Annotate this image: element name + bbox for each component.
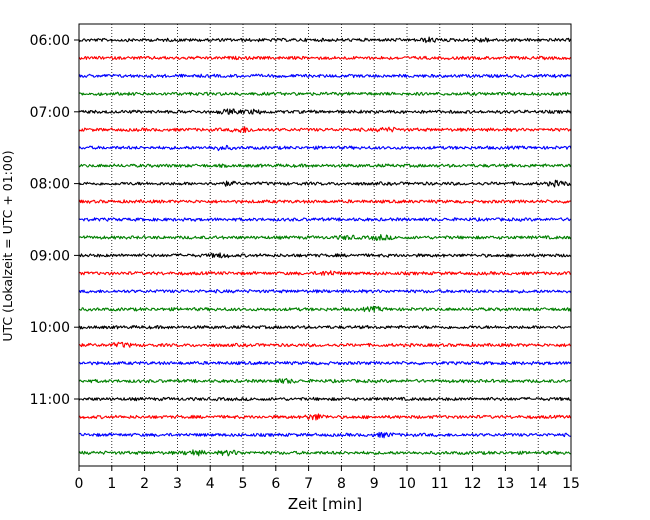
trace-row-4 <box>78 108 572 115</box>
trace-row-16 <box>78 324 572 330</box>
y-axis-label: UTC (Lokalzeit = UTC + 01:00) <box>0 150 15 341</box>
trace-row-18 <box>78 360 572 366</box>
x-tick-label-4: 4 <box>206 476 215 492</box>
x-tick-label-6: 6 <box>271 476 280 492</box>
trace-row-1 <box>78 55 572 61</box>
x-tick-label-1: 1 <box>107 476 116 492</box>
y-tick-label-0: 06:00 <box>30 33 70 49</box>
x-tick-label-15: 15 <box>562 476 580 492</box>
trace-row-14 <box>78 289 572 294</box>
trace-row-13 <box>78 270 572 276</box>
trace-row-6 <box>78 144 572 152</box>
trace-row-12 <box>78 252 572 259</box>
x-tick-label-11: 11 <box>431 476 449 492</box>
trace-row-9 <box>78 199 572 204</box>
y-tick-label-5: 11:00 <box>30 392 70 408</box>
x-tick-label-8: 8 <box>337 476 346 492</box>
x-tick-label-13: 13 <box>496 476 514 492</box>
x-tick-label-10: 10 <box>398 476 416 492</box>
x-tick-label-9: 9 <box>370 476 379 492</box>
x-axis-ticks: 0 1 2 3 4 5 6 7 8 9 10 11 12 13 14 15 <box>75 466 580 492</box>
trace-row-17 <box>78 341 572 348</box>
x-tick-label-2: 2 <box>140 476 149 492</box>
x-axis-label: Zeit [min] <box>288 495 362 513</box>
trace-row-11 <box>78 234 572 241</box>
trace-row-15 <box>78 305 572 313</box>
trace-row-21 <box>78 413 572 421</box>
seismic-traces <box>78 36 572 457</box>
trace-row-23 <box>78 449 572 457</box>
plot-frame <box>78 23 572 467</box>
x-tick-label-0: 0 <box>75 476 84 492</box>
trace-row-8 <box>78 179 572 188</box>
trace-row-7 <box>78 163 572 168</box>
trace-row-10 <box>78 217 572 222</box>
x-tick-label-14: 14 <box>529 476 547 492</box>
x-tick-label-12: 12 <box>464 476 482 492</box>
grid-lines <box>111 24 539 466</box>
y-tick-label-3: 09:00 <box>30 248 70 264</box>
trace-row-3 <box>78 91 572 97</box>
y-tick-label-2: 08:00 <box>30 177 70 193</box>
trace-row-22 <box>78 431 572 439</box>
y-axis-ticks: 06:00 07:00 08:00 09:00 10:00 11:00 <box>30 33 79 408</box>
trace-row-2 <box>78 73 572 79</box>
y-tick-label-4: 10:00 <box>30 320 70 336</box>
x-tick-label-3: 3 <box>173 476 182 492</box>
trace-row-5 <box>78 126 572 133</box>
y-tick-label-1: 07:00 <box>30 105 70 121</box>
x-tick-label-5: 5 <box>239 476 248 492</box>
trace-row-0 <box>78 36 572 44</box>
trace-row-19 <box>78 378 572 384</box>
trace-row-20 <box>78 396 572 402</box>
x-tick-label-7: 7 <box>304 476 313 492</box>
